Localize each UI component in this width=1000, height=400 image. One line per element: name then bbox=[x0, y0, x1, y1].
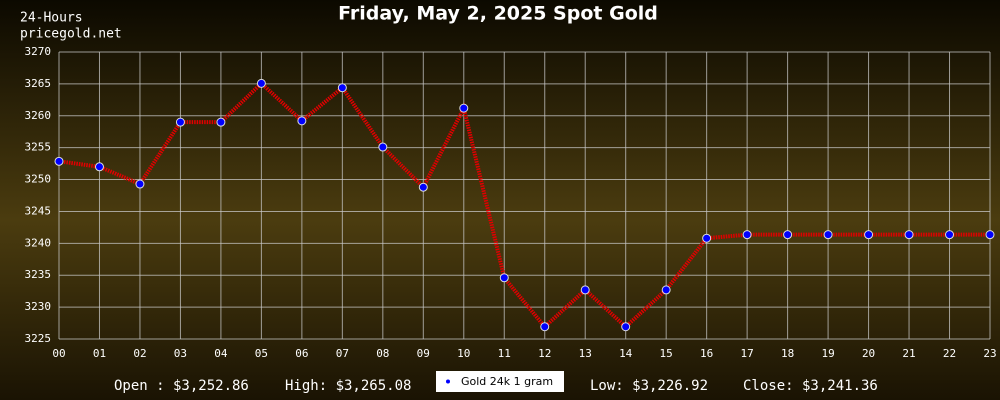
x-tick-label: 03 bbox=[174, 347, 187, 360]
x-tick-label: 09 bbox=[417, 347, 430, 360]
y-tick-label: 3245 bbox=[25, 204, 52, 217]
x-tick-label: 22 bbox=[943, 347, 956, 360]
x-tick-label: 10 bbox=[457, 347, 470, 360]
legend-marker bbox=[446, 379, 450, 384]
period-label: 24-Hours bbox=[20, 11, 83, 26]
x-tick-label: 01 bbox=[93, 347, 106, 360]
chart-title: Friday, May 2, 2025 Spot Gold bbox=[338, 3, 658, 25]
x-tick-label: 07 bbox=[336, 347, 349, 360]
x-tick-label: 21 bbox=[902, 347, 915, 360]
data-point bbox=[418, 182, 428, 192]
x-tick-label: 08 bbox=[376, 347, 389, 360]
y-tick-label: 3225 bbox=[25, 332, 52, 345]
y-tick-label: 3240 bbox=[25, 236, 52, 249]
y-tick-label: 3255 bbox=[25, 141, 52, 154]
x-tick-label: 17 bbox=[741, 347, 754, 360]
data-point bbox=[621, 322, 631, 332]
data-point bbox=[256, 78, 266, 88]
y-tick-label: 3230 bbox=[25, 300, 52, 313]
x-tick-label: 20 bbox=[862, 347, 875, 360]
x-tick-label: 23 bbox=[983, 347, 996, 360]
x-tick-label: 05 bbox=[255, 347, 268, 360]
y-tick-label: 3250 bbox=[25, 173, 52, 186]
x-tick-label: 04 bbox=[214, 347, 228, 360]
y-tick-label: 3260 bbox=[25, 109, 52, 122]
stat-label: Low: $3,226.92 bbox=[590, 378, 708, 394]
data-point bbox=[135, 179, 145, 189]
data-point bbox=[945, 230, 955, 240]
data-point bbox=[904, 230, 914, 240]
x-tick-label: 18 bbox=[781, 347, 794, 360]
y-tick-label: 3235 bbox=[25, 268, 52, 281]
stat-label: Open : $3,252.86 bbox=[114, 378, 249, 394]
y-tick-label: 3265 bbox=[25, 77, 52, 90]
data-point bbox=[297, 116, 307, 126]
data-point bbox=[216, 117, 226, 127]
x-tick-label: 15 bbox=[660, 347, 673, 360]
x-tick-label: 16 bbox=[700, 347, 713, 360]
grid bbox=[58, 51, 991, 340]
x-tick-label: 19 bbox=[821, 347, 834, 360]
data-point bbox=[337, 83, 347, 93]
stat-label: Close: $3,241.36 bbox=[743, 378, 878, 394]
data-point bbox=[702, 233, 712, 243]
x-tick-label: 06 bbox=[295, 347, 308, 360]
data-point bbox=[661, 285, 671, 295]
legend-label: Gold 24k 1 gram bbox=[461, 375, 553, 388]
data-point bbox=[175, 117, 185, 127]
data-point bbox=[540, 322, 550, 332]
source-label: pricegold.net bbox=[20, 27, 122, 42]
data-point bbox=[459, 103, 469, 113]
data-point bbox=[823, 230, 833, 240]
data-point bbox=[864, 230, 874, 240]
legend bbox=[436, 371, 564, 392]
data-point bbox=[742, 230, 752, 240]
data-point bbox=[378, 142, 388, 152]
x-tick-label: 00 bbox=[52, 347, 65, 360]
data-point bbox=[580, 285, 590, 295]
plot bbox=[54, 78, 995, 332]
x-tick-label: 13 bbox=[579, 347, 592, 360]
x-tick-label: 12 bbox=[538, 347, 551, 360]
data-point bbox=[783, 230, 793, 240]
data-point bbox=[985, 230, 995, 240]
data-point bbox=[54, 156, 64, 166]
data-point bbox=[499, 273, 509, 283]
x-tick-label: 02 bbox=[133, 347, 146, 360]
stat-label: High: $3,265.08 bbox=[285, 378, 411, 394]
x-tick-label: 11 bbox=[498, 347, 511, 360]
y-tick-label: 3270 bbox=[25, 45, 52, 58]
data-point bbox=[94, 162, 104, 172]
x-tick-label: 14 bbox=[619, 347, 633, 360]
